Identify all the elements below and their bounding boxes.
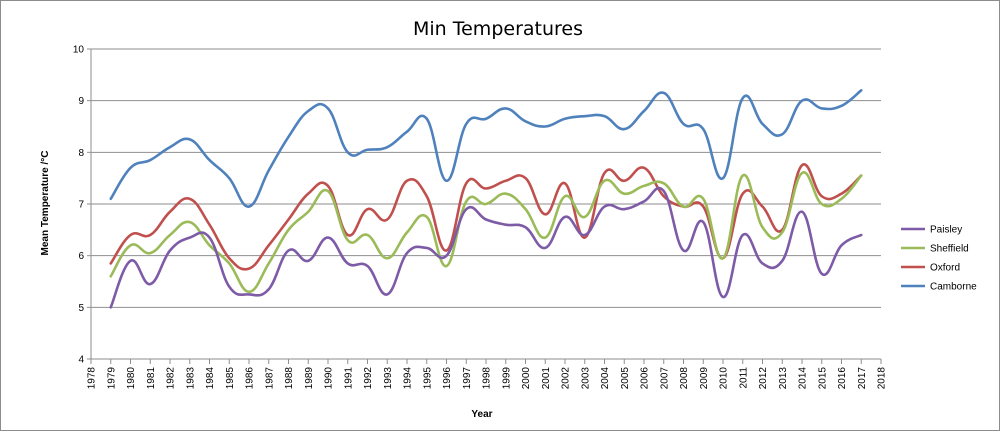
x-tick-label: 2001 — [541, 367, 552, 390]
x-tick-label: 1993 — [383, 367, 394, 390]
x-tick-label: 2006 — [640, 367, 651, 390]
series-line-camborne — [109, 89, 863, 208]
x-tick-label: 1992 — [363, 367, 374, 390]
legend-label-oxford: Oxford — [930, 263, 960, 274]
x-tick-label: 1990 — [324, 367, 335, 390]
x-tick-label: 2002 — [561, 367, 572, 390]
series-line-sheffield — [109, 171, 863, 294]
x-tick-label: 1998 — [482, 367, 493, 390]
x-tick-label: 1999 — [501, 367, 512, 390]
x-tick-label: 2014 — [798, 367, 809, 390]
x-tick-label: 1978 — [87, 367, 98, 390]
y-tick-label: 9 — [78, 96, 84, 107]
x-tick-label: 1988 — [284, 367, 295, 390]
legend-label-camborne: Camborne — [930, 282, 977, 293]
x-tick-label: 1987 — [264, 367, 275, 390]
x-tick-label: 2015 — [817, 367, 828, 390]
axes — [87, 48, 882, 364]
x-tick-label: 1996 — [442, 367, 453, 390]
x-axis-title: Year — [471, 409, 492, 420]
legend-label-paisley: Paisley — [930, 225, 962, 236]
chart-title: Min Temperatures — [413, 18, 583, 40]
x-tick-label: 1980 — [126, 367, 137, 390]
y-tick-label: 8 — [78, 148, 84, 159]
x-tick-label: 2000 — [521, 367, 532, 390]
x-tick-label: 1991 — [343, 367, 354, 390]
x-tick-label: 2004 — [600, 367, 611, 390]
x-tick-label: 1982 — [166, 367, 177, 390]
x-tick-label: 2008 — [679, 367, 690, 390]
gridlines — [91, 48, 881, 308]
x-tick-label: 1997 — [462, 367, 473, 390]
y-tick-label: 7 — [78, 200, 84, 211]
x-tick-label: 1981 — [146, 367, 157, 390]
y-tick-label: 5 — [78, 303, 84, 314]
x-tick-label: 2018 — [877, 367, 888, 390]
x-axis-tick-labels: 1978 1979 1980 1981 1982 1983 1984 1985 1986 1987… — [87, 367, 888, 390]
y-axis-title: Mean Temperature /°C — [40, 151, 51, 256]
x-tick-label: 1979 — [106, 367, 117, 390]
x-tick-label: 2013 — [778, 367, 789, 390]
x-tick-label: 1995 — [422, 367, 433, 390]
x-tick-label: 2003 — [580, 367, 591, 390]
y-axis-tick-labels: 4 5 6 7 8 9 10 — [73, 45, 85, 366]
x-tick-label: 2012 — [758, 367, 769, 390]
y-tick-label: 10 — [73, 45, 85, 56]
x-tick-label: 2010 — [719, 367, 730, 390]
x-tick-label: 1984 — [205, 367, 216, 390]
series-lines — [109, 89, 863, 309]
x-tick-label: 1985 — [225, 367, 236, 390]
legend: Paisley Sheffield Oxford Camborne — [901, 225, 977, 293]
legend-label-sheffield: Sheffield — [930, 244, 969, 255]
x-tick-label: 2011 — [738, 367, 749, 389]
x-tick-label: 1994 — [403, 367, 414, 390]
x-tick-label: 1986 — [245, 367, 256, 390]
x-tick-label: 2007 — [659, 367, 670, 390]
x-tick-label: 2017 — [857, 367, 868, 390]
x-tick-label: 1989 — [304, 367, 315, 390]
y-tick-label: 6 — [78, 251, 84, 262]
y-tick-label: 4 — [78, 355, 84, 366]
x-tick-label: 1983 — [185, 367, 196, 390]
x-tick-label: 2009 — [699, 367, 710, 390]
series-line-paisley — [109, 186, 863, 309]
x-tick-label: 2016 — [837, 367, 848, 390]
series-line-oxford — [109, 163, 863, 271]
x-tick-label: 2005 — [620, 367, 631, 390]
